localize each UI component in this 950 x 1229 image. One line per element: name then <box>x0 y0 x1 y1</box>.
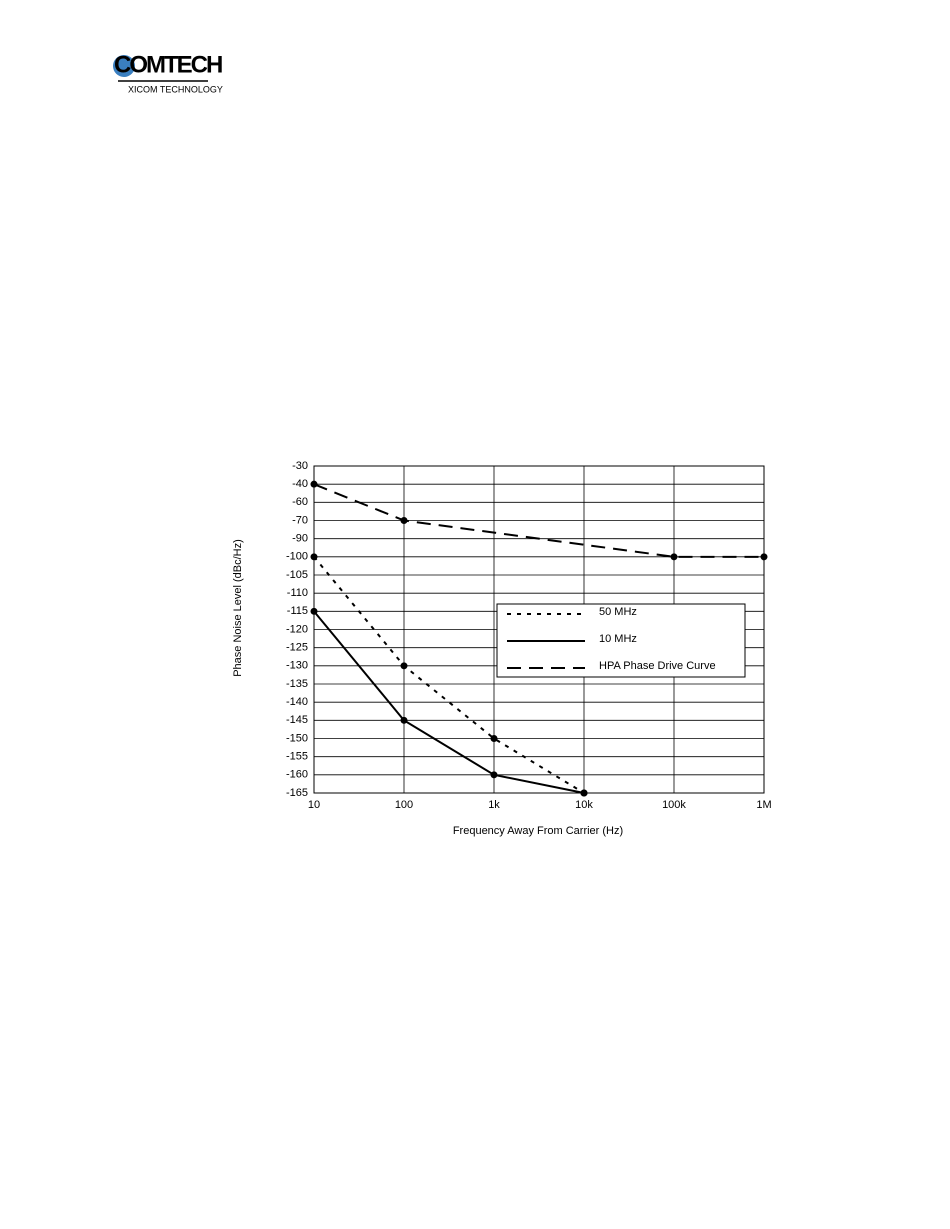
y-tick-label: -70 <box>292 514 308 526</box>
y-tick-label: -160 <box>286 769 308 781</box>
series-line <box>313 483 764 558</box>
series-line <box>313 556 585 794</box>
y-tick-label: -135 <box>286 678 308 690</box>
x-tick-label: 10k <box>575 799 593 811</box>
series-line <box>313 610 585 794</box>
y-tick-label: -140 <box>286 696 308 708</box>
x-tick-label: 1M <box>756 799 771 811</box>
point-marker <box>490 771 498 779</box>
logo: COMTECH XICOM TECHNOLOGY <box>113 51 224 94</box>
y-tick-label: -145 <box>286 714 308 726</box>
point-marker <box>760 553 768 561</box>
y-tick-label: -120 <box>286 623 308 635</box>
y-tick-label: -155 <box>286 751 308 763</box>
x-tick-label: 1k <box>488 799 500 811</box>
legend-label: 10 MHz <box>599 633 637 645</box>
point-marker <box>670 553 678 561</box>
point-marker <box>310 607 318 615</box>
x-tick-label: 10 <box>308 799 320 811</box>
y-tick-label: -40 <box>292 478 308 490</box>
legend-label: HPA Phase Drive Curve <box>599 660 716 672</box>
logo-name: COMTECH <box>114 51 222 78</box>
y-tick-label: -115 <box>287 605 308 617</box>
point-marker <box>310 553 318 561</box>
point-marker <box>490 735 498 742</box>
logo-sub: XICOM TECHNOLOGY <box>128 84 223 94</box>
x-tick-label: 100 <box>395 799 413 811</box>
y-tick-label: -100 <box>286 551 308 563</box>
point-marker <box>310 480 318 488</box>
y-tick-label: -105 <box>286 569 308 581</box>
legend-label: 50 MHz <box>599 606 637 618</box>
y-tick-label: -90 <box>292 533 308 545</box>
point-marker <box>580 789 588 797</box>
point-marker <box>400 517 408 524</box>
y-tick-label: -130 <box>286 660 308 672</box>
y-tick-label: -165 <box>286 787 308 799</box>
y-tick-label: -110 <box>287 587 308 599</box>
y-axis-label: Phase Noise Level (dBc/Hz) <box>232 539 244 677</box>
y-tick-label: -125 <box>286 642 308 654</box>
y-tick-label: -150 <box>286 732 308 744</box>
point-marker <box>400 662 408 670</box>
x-axis-label: Frequency Away From Carrier (Hz) <box>453 825 623 837</box>
y-tick-label: -60 <box>292 496 308 508</box>
point-marker <box>400 716 408 724</box>
plot-frame <box>313 465 765 794</box>
logo-globe <box>113 55 135 77</box>
y-tick-label: -30 <box>292 460 308 472</box>
x-tick-label: 100k <box>662 799 686 811</box>
